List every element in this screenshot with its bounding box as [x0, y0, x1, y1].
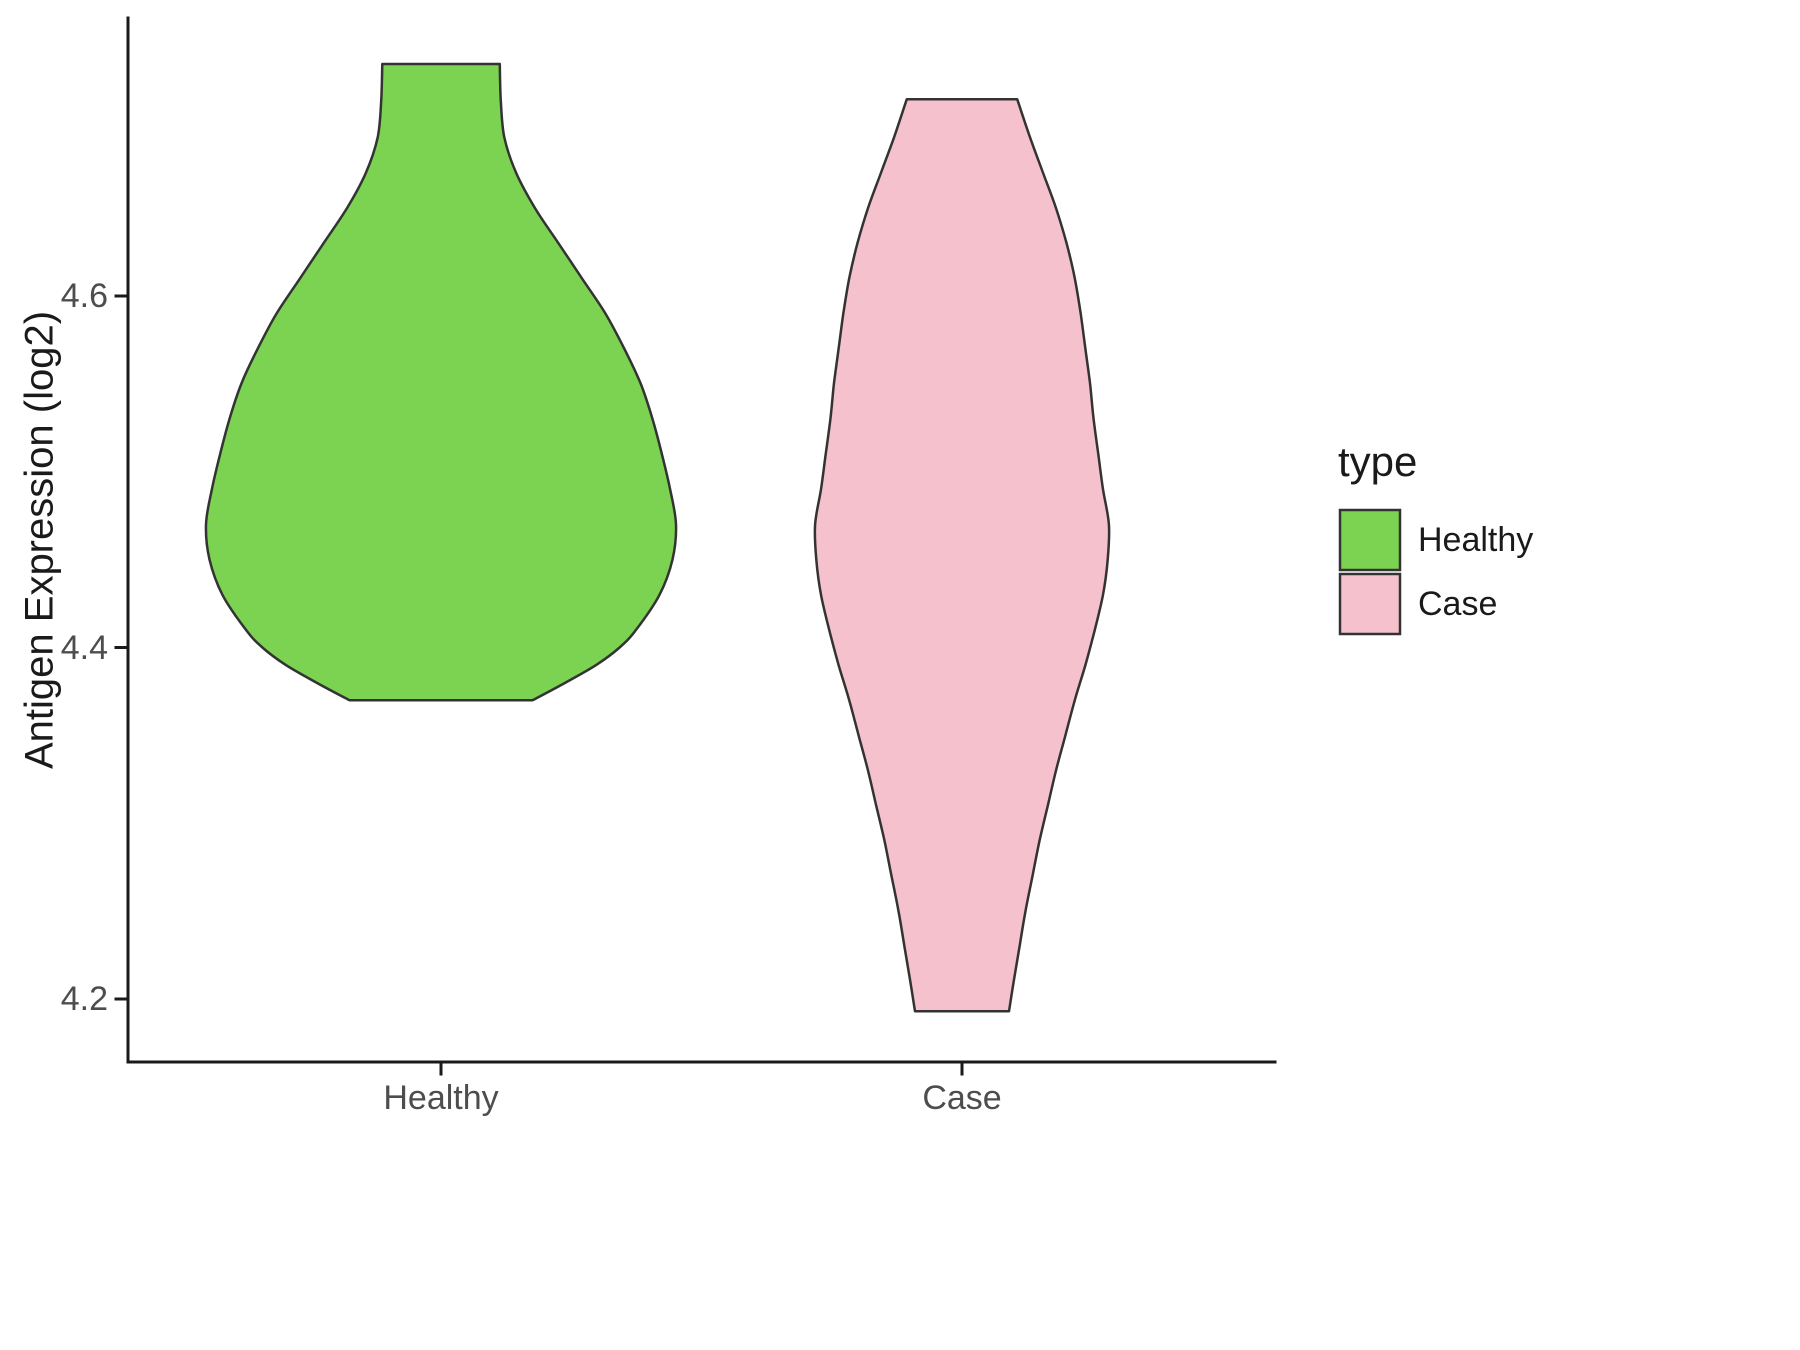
legend-swatch-healthy	[1338, 508, 1402, 572]
violin-case	[813, 97, 1111, 1013]
legend-swatch-case-icon	[1338, 572, 1402, 636]
legend-swatch-case	[1338, 572, 1402, 636]
legend-title: type	[1338, 438, 1418, 485]
legend-entry-healthy: Healthy	[1338, 508, 1533, 572]
y-tick-label: 4.4	[60, 629, 108, 667]
y-tick-label: 4.6	[60, 277, 108, 315]
x-tick-label-healthy: Healthy	[383, 1079, 499, 1117]
violin-healthy	[204, 62, 678, 702]
legend-label-healthy: Healthy	[1418, 520, 1534, 559]
y-tick-label: 4.2	[60, 980, 108, 1018]
legend-label-case: Case	[1418, 584, 1498, 623]
legend: type Healthy Case	[1338, 438, 1533, 636]
x-tick-label-case: Case	[922, 1079, 1002, 1117]
legend-entry-case: Case	[1338, 572, 1533, 636]
legend-swatch-healthy-icon	[1338, 508, 1402, 572]
y-axis-title: Antigen Expression (log2)	[17, 310, 62, 770]
